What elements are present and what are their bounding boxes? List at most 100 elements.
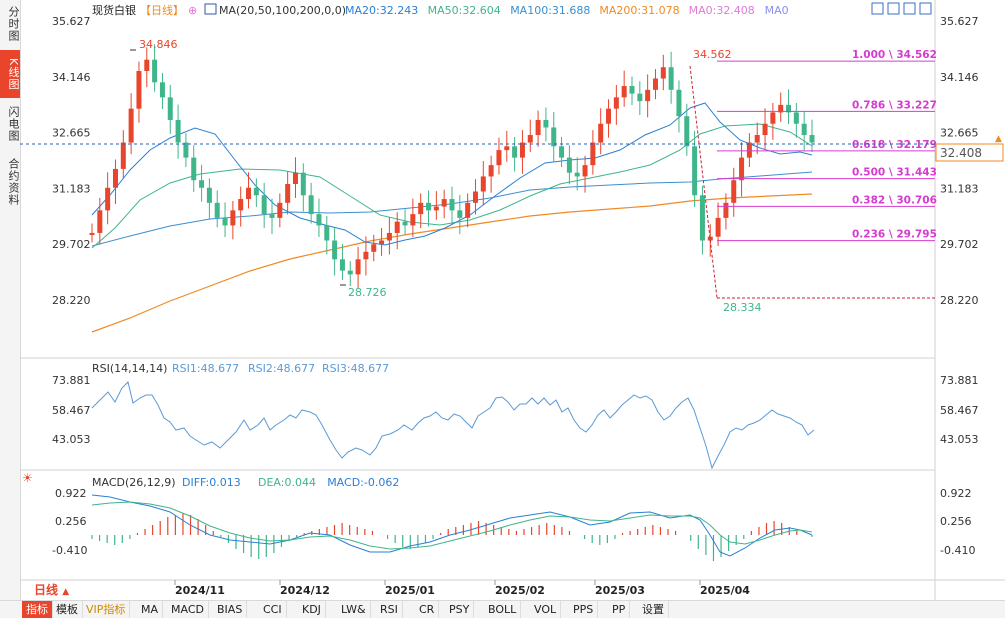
date-tick: 2024/11 xyxy=(175,584,225,597)
candle-body xyxy=(449,199,455,211)
price-tick-left: 34.146 xyxy=(52,71,91,84)
candle-body xyxy=(590,142,596,166)
candle-body xyxy=(363,251,369,260)
tab-flash-chart[interactable]: 闪电图 xyxy=(7,106,20,142)
candle-body xyxy=(144,59,150,71)
candle-body xyxy=(559,146,565,158)
indicator-tab-3[interactable]: MA xyxy=(137,601,164,618)
candle-body xyxy=(809,135,815,143)
date-tick: 2025/02 xyxy=(495,584,545,597)
indicator-tab-5[interactable]: BIAS xyxy=(213,601,248,618)
price-chart[interactable]: 现货白银 【日线】 ⊕ MA(20,50,100,200,0,0) MA20:3… xyxy=(0,0,1005,600)
ma-params: MA(20,50,100,200,0,0) xyxy=(219,4,346,17)
date-tick: 2025/03 xyxy=(595,584,645,597)
macd-diff-line xyxy=(91,494,813,557)
indicator-tab-1[interactable]: 模板 xyxy=(52,601,83,618)
candle-body xyxy=(292,172,298,184)
candle-body xyxy=(214,202,220,218)
candle-body xyxy=(621,86,627,98)
indicator-tab-14[interactable]: PPS xyxy=(569,601,599,618)
indicator-tab-11[interactable]: PSY xyxy=(445,601,475,618)
fullscreen-icon[interactable] xyxy=(919,2,932,15)
candle-body xyxy=(746,142,752,158)
toolbar-icons[interactable] xyxy=(871,2,932,15)
settings-icon[interactable]: ⊕ xyxy=(188,4,197,17)
price-tick-left: 28.220 xyxy=(52,294,91,307)
macd-sun-icon[interactable]: ☀ xyxy=(22,471,33,485)
indicator-tab-2[interactable]: VIP指标 xyxy=(82,601,131,618)
candle-body xyxy=(285,183,291,203)
candle-body xyxy=(347,270,353,275)
ma-value-1: MA50:32.604 xyxy=(428,4,501,17)
ma200-line xyxy=(91,193,813,333)
price-tick-right: 31.183 xyxy=(940,182,979,195)
tab-contract-info[interactable]: 合约资料 xyxy=(7,158,20,206)
candle-body xyxy=(723,202,729,218)
zoom-out-icon[interactable] xyxy=(887,2,900,15)
candle-body xyxy=(269,214,275,218)
ma-value-4: MA0:32.408 xyxy=(689,4,755,17)
rsi-axis-left-2: 58.467 xyxy=(52,404,91,417)
rsi-axis-left-3: 43.053 xyxy=(52,433,91,446)
candle-body xyxy=(246,187,252,200)
indicator-tab-4[interactable]: MACD xyxy=(167,601,209,618)
indicator-tab-6[interactable]: CCI xyxy=(259,601,287,618)
tab-kline[interactable]: K线图 xyxy=(0,50,20,98)
macd-axis-left-2: 0.256 xyxy=(55,515,87,528)
candle-body xyxy=(167,97,173,120)
ma-icon[interactable] xyxy=(204,3,217,15)
candle-body xyxy=(128,108,134,143)
indicator-tab-9[interactable]: RSI xyxy=(376,601,403,618)
indicator-tab-13[interactable]: VOL xyxy=(530,601,562,618)
candle-body xyxy=(175,119,181,143)
candle-body xyxy=(715,217,721,237)
indicator-tab-8[interactable]: LW& xyxy=(337,601,371,618)
candle-body xyxy=(786,104,792,113)
candle-body xyxy=(371,244,377,252)
indicator-tab-7[interactable]: KDJ xyxy=(298,601,326,618)
candle-body xyxy=(136,70,142,109)
period-selector[interactable]: 日线 ▲ xyxy=(34,583,70,597)
rsi-label: RSI(14,14,14) xyxy=(92,362,167,375)
candle-body xyxy=(105,187,111,211)
candle-body xyxy=(551,127,557,147)
tab-time-sharing[interactable]: 分时图 xyxy=(7,6,20,42)
indicator-tab-10[interactable]: CR xyxy=(415,601,440,618)
price-tick-left: 35.627 xyxy=(52,15,91,28)
candle-body xyxy=(97,210,103,233)
macd-value-0: DIFF:0.013 xyxy=(182,476,241,489)
candle-body xyxy=(230,210,236,226)
candle-body xyxy=(441,199,447,207)
candle-body xyxy=(261,195,267,215)
ma-values: MA20:32.243 MA50:32.604 MA100:31.688 MA200:… xyxy=(345,4,789,17)
indicator-tab-12[interactable]: BOLL xyxy=(484,601,522,618)
indicator-tab-16[interactable]: 设置 xyxy=(638,601,669,618)
ma-value-5: MA0 xyxy=(765,4,789,17)
candle-body xyxy=(355,259,361,275)
period-tag: 【日线】 xyxy=(140,3,184,17)
ma-value-3: MA200:31.078 xyxy=(599,4,679,17)
date-axis: 2024/11 2024/12 2025/01 2025/02 2025/03 2025/… xyxy=(174,580,750,597)
indicator-tab-0[interactable]: 指标 xyxy=(22,601,53,618)
candle-body xyxy=(762,123,768,136)
candle-body xyxy=(598,123,604,143)
candle-body xyxy=(379,240,385,245)
candle-body xyxy=(496,150,502,166)
macd-values: DIFF:0.013 DEA:0.044 MACD:-0.062 xyxy=(182,476,399,489)
current-price-badge xyxy=(935,143,1004,162)
zoom-in-icon[interactable] xyxy=(903,2,916,15)
indicator-tab-15[interactable]: PP xyxy=(608,601,631,618)
rsi2-value: RSI2:48.677 xyxy=(248,362,315,375)
price-tick-right: 35.627 xyxy=(940,15,979,28)
rsi-axis-right-2: 58.467 xyxy=(940,404,979,417)
rsi-line xyxy=(91,381,815,470)
candle-body xyxy=(410,214,416,226)
crosshair-icon[interactable] xyxy=(871,2,884,15)
ma50-line xyxy=(91,123,813,249)
candle-body xyxy=(324,225,330,241)
left-sidebar: 分时图 K线图 闪电图 合约资料 xyxy=(0,0,21,600)
candle-body xyxy=(793,112,799,124)
candle-body xyxy=(332,240,338,260)
price-tick-right: 29.702 xyxy=(940,238,979,251)
candle-body xyxy=(426,202,432,211)
